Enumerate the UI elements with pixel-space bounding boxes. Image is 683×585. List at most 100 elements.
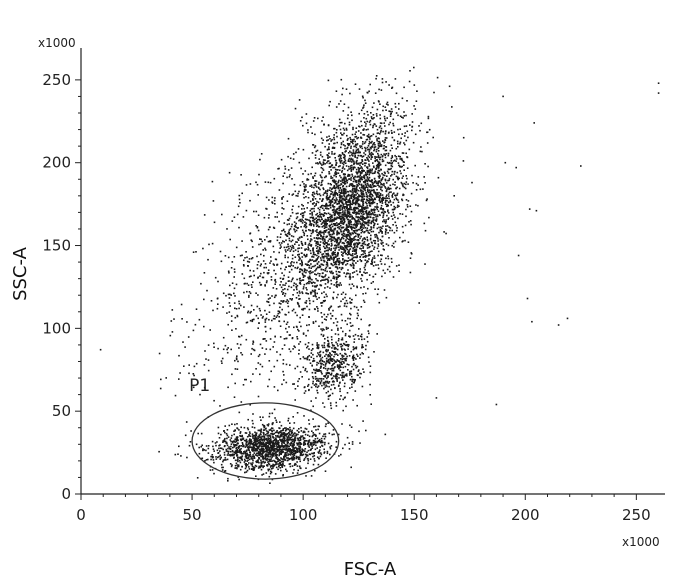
data-point [342,127,345,130]
data-point [336,372,338,375]
data-point [222,306,224,308]
data-point [337,169,339,171]
data-point [378,140,381,143]
data-point [318,181,320,184]
data-point [310,252,312,255]
data-point [312,247,314,250]
data-point [208,243,210,246]
data-point [351,386,353,388]
data-point [279,353,282,356]
data-point [320,380,323,382]
data-point [329,306,331,309]
data-point [315,383,318,386]
data-point [344,352,346,355]
data-point [335,162,338,164]
data-point [379,228,382,231]
data-point [412,141,415,144]
data-point [385,229,388,231]
data-point [359,226,362,229]
data-point [397,114,399,117]
data-point [250,440,253,443]
data-point [326,253,329,255]
data-point [300,226,302,228]
data-point [366,166,369,168]
data-point [264,309,266,312]
data-point [367,260,369,263]
data-point [330,177,332,179]
data-point [372,172,374,175]
data-point [222,466,224,469]
data-point [322,161,325,163]
data-point [248,434,250,436]
data-point [346,228,348,230]
data-point [288,176,291,178]
data-point [278,242,281,244]
data-point [290,442,293,445]
data-point [350,170,353,172]
data-point [313,191,315,194]
data-point [256,255,258,258]
data-point [316,212,319,215]
data-point [308,229,310,231]
data-point [374,170,377,173]
data-point [320,365,322,367]
data-point [336,375,338,378]
data-point [370,142,372,144]
data-point [326,261,328,264]
data-point [326,336,329,339]
data-point [297,385,299,387]
data-point [245,471,248,473]
data-point [346,302,349,305]
data-point [282,300,285,303]
data-point [405,152,407,155]
data-point [369,213,371,216]
data-point [318,325,320,327]
data-point [300,325,302,328]
data-point [344,296,346,299]
data-point [234,464,237,467]
data-point [393,198,396,201]
data-point [379,200,381,203]
data-point [281,202,283,205]
data-point [311,186,313,188]
data-point [315,385,317,388]
data-point [351,253,354,255]
data-point [364,189,367,192]
data-point [257,194,259,196]
data-point [338,367,340,370]
data-point [325,350,327,352]
data-point [321,171,323,174]
data-point [392,224,394,226]
data-point [265,313,268,315]
data-point [329,267,332,269]
data-point [333,247,335,250]
data-point [252,462,254,464]
data-point [294,432,296,434]
data-point [305,440,308,442]
data-point [340,362,342,364]
data-point [395,160,397,162]
data-point [335,373,337,376]
data-point [365,222,368,225]
data-point [327,254,330,256]
data-point [347,345,350,348]
data-point [198,318,201,321]
data-point [392,122,394,125]
data-point [376,148,378,151]
data-point [353,202,356,204]
data-point [376,115,378,117]
data-point [287,256,289,259]
data-point [339,128,342,131]
data-point [256,226,259,228]
data-point [311,166,313,169]
data-point [357,219,360,221]
data-point [330,377,333,380]
data-point [352,267,355,269]
data-point [352,357,354,359]
data-point [329,368,332,370]
data-point [386,197,389,199]
data-point [389,229,391,232]
data-point [284,168,287,170]
data-point [328,189,331,191]
data-point [344,382,346,385]
